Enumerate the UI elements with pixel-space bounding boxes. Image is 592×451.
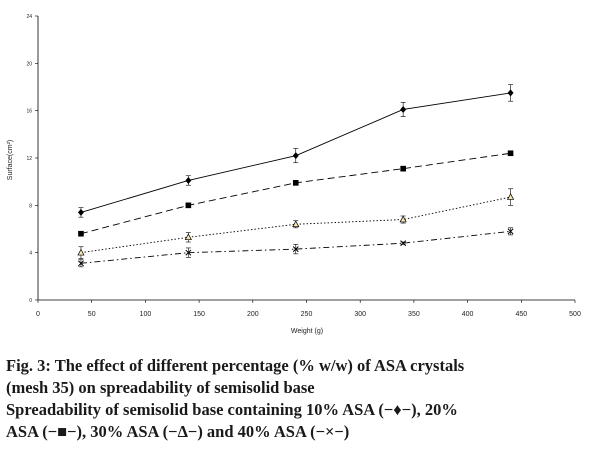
x-tick-label: 400: [462, 311, 474, 318]
series-square: [78, 150, 514, 237]
x-tick-label: 100: [140, 311, 152, 318]
caption-line-2: (mesh 35) on spreadability of semisolid …: [6, 378, 315, 397]
y-tick-label: 8: [29, 203, 32, 209]
data-point-square: [400, 165, 406, 172]
x-tick-label: 0: [36, 311, 40, 318]
y-tick-label: 24: [26, 14, 32, 20]
data-point-cross: [292, 246, 299, 253]
series-triangle: [77, 188, 515, 259]
data-point-cross: [507, 228, 514, 235]
data-point-diamond: [400, 105, 407, 113]
series-line: [80, 230, 511, 264]
x-tick-label: 500: [569, 311, 581, 318]
chart: 0 50 100 150 200 250 300 350 400 450 500 0 4 8 12 16 20 2…: [7, 14, 581, 335]
figure-caption: Fig. 3: The effect of different percenta…: [6, 355, 588, 443]
y-tick-label: 16: [26, 109, 32, 115]
y-tick-label: 0: [29, 298, 32, 304]
series-diamond: [77, 84, 514, 218]
x-tick-label: 50: [88, 311, 96, 318]
data-point-triangle: [292, 220, 300, 228]
data-point-diamond: [185, 176, 192, 184]
caption-line-3: Spreadability of semisolid base containi…: [6, 400, 458, 419]
y-tick-label: 12: [26, 156, 32, 162]
data-point-triangle: [184, 233, 192, 241]
x-axis-title: Weight (g): [291, 328, 323, 335]
data-point-triangle: [77, 248, 85, 256]
chart-axes: 0 50 100 150 200 250 300 350 400 450 500 0 4 8 12 16 20 2…: [26, 14, 581, 318]
data-point-cross: [78, 260, 84, 267]
series-cross: [78, 227, 514, 268]
x-tick-label: 150: [193, 311, 205, 318]
data-point-cross: [185, 249, 192, 256]
x-tick-label: 300: [354, 311, 366, 318]
data-point-square: [185, 202, 192, 209]
x-tick-label: 350: [408, 311, 420, 318]
data-point-triangle: [399, 215, 407, 223]
x-tick-label: 450: [515, 311, 527, 318]
data-point-square: [507, 150, 514, 157]
caption-line-1: Fig. 3: The effect of different percenta…: [6, 356, 465, 375]
chart-series-layer: [77, 84, 515, 268]
x-tick-label: 250: [301, 311, 313, 318]
y-tick-label: 4: [29, 251, 32, 257]
y-axis-title: Surface(cm²): [7, 140, 14, 180]
data-point-diamond: [77, 208, 84, 216]
data-point-diamond: [507, 89, 514, 97]
data-point-cross: [400, 240, 407, 247]
caption-line-4: ASA (−■−), 30% ASA (−Δ−) and 40% ASA (−×…: [6, 422, 350, 441]
data-point-diamond: [292, 152, 299, 160]
data-point-triangle: [506, 193, 515, 200]
data-point-square: [78, 230, 84, 237]
x-tick-label: 200: [247, 311, 259, 318]
series-line: [80, 196, 511, 254]
y-tick-label: 20: [26, 61, 32, 67]
data-point-square: [292, 180, 299, 186]
